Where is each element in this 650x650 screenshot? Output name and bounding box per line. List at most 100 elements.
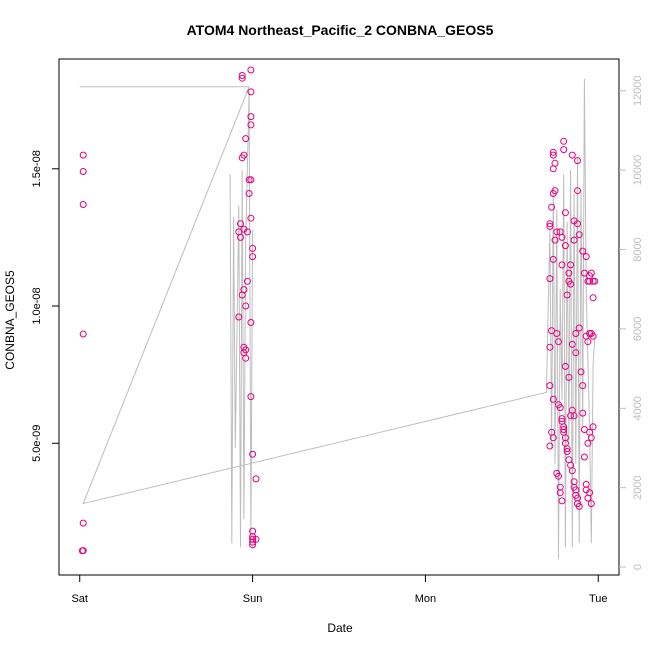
- data-point: [587, 500, 595, 508]
- data-point: [238, 74, 246, 82]
- data-point: [584, 439, 592, 447]
- data-point: [548, 327, 556, 335]
- data-point: [79, 151, 87, 159]
- data-point: [574, 157, 581, 165]
- y2-tick-label: 10000: [632, 155, 644, 186]
- data-point: [553, 228, 561, 236]
- data-point: [580, 453, 588, 461]
- data-point: [252, 535, 260, 543]
- y2-tick-label: 12000: [632, 75, 644, 106]
- data-point: [565, 269, 573, 277]
- plot-frame: [58, 58, 620, 576]
- data-point: [568, 151, 576, 159]
- data-point: [247, 66, 255, 74]
- x-tick-label: Sun: [243, 593, 263, 605]
- data-point: [247, 121, 255, 129]
- data-point: [546, 343, 554, 351]
- data-point: [567, 261, 575, 269]
- x-tick-label: Mon: [415, 593, 436, 605]
- data-point: [238, 72, 246, 79]
- data-point: [568, 340, 576, 348]
- data-point: [548, 203, 556, 211]
- data-point: [549, 434, 557, 442]
- data-point: [586, 277, 594, 285]
- data-point: [556, 489, 564, 497]
- data-point: [558, 497, 566, 505]
- data-point: [579, 409, 587, 417]
- y-tick-label: 1.0e-08: [31, 287, 43, 324]
- data-point: [565, 373, 573, 381]
- data-point: [549, 148, 557, 156]
- data-point: [563, 291, 571, 299]
- data-point: [561, 209, 569, 217]
- data-point: [247, 176, 255, 184]
- data-point: [79, 330, 87, 338]
- data-point: [79, 201, 87, 208]
- data-point: [247, 214, 255, 222]
- data-point: [242, 354, 250, 362]
- data-point: [238, 154, 246, 162]
- data-point: [563, 448, 571, 455]
- y-tick-label: 5.0e-09: [31, 425, 43, 462]
- secondary-series-line: [79, 78, 596, 560]
- data-point: [558, 415, 566, 423]
- data-point: [79, 519, 87, 527]
- data-point: [249, 541, 257, 549]
- data-point: [79, 168, 87, 175]
- data-point: [575, 324, 583, 332]
- data-point: [556, 404, 564, 412]
- data-point: [555, 338, 562, 346]
- data-point: [78, 547, 86, 555]
- data-point: [579, 382, 587, 390]
- data-point: [546, 275, 554, 283]
- data-point: [584, 338, 592, 346]
- y-axis: 5.0e-09 1.0e-08 1.5e-08: [31, 150, 59, 462]
- data-point: [561, 362, 569, 370]
- data-point: [568, 467, 576, 475]
- data-point: [575, 502, 583, 510]
- data-point: [237, 220, 244, 228]
- data-point: [586, 489, 594, 497]
- data-point: [560, 426, 568, 433]
- y2-tick-label: 2000: [632, 475, 644, 499]
- data-point: [587, 434, 595, 442]
- y2-tick-label: 0: [632, 564, 644, 570]
- data-point: [549, 255, 557, 263]
- data-point: [549, 165, 557, 173]
- data-point: [567, 280, 575, 288]
- data-point: [570, 236, 578, 244]
- x-tick-label: Tue: [589, 593, 608, 605]
- data-point: [580, 426, 588, 433]
- data-point: [572, 330, 580, 337]
- data-point: [561, 242, 569, 250]
- data-point: [589, 423, 597, 431]
- data-point: [579, 247, 587, 255]
- data-point: [591, 277, 599, 285]
- data-point: [560, 137, 568, 145]
- data-point: [242, 135, 250, 143]
- data-point: [549, 151, 557, 159]
- data-point: [243, 277, 251, 285]
- data-point: [589, 294, 597, 302]
- y2-axis: 0 2000 4000 6000 8000 10000 12000: [619, 75, 644, 570]
- data-point: [577, 368, 585, 376]
- data-point: [589, 332, 597, 340]
- data-point: [237, 233, 244, 241]
- data-point: [247, 319, 255, 326]
- x-tick-label: Sat: [71, 593, 88, 605]
- data-point: [546, 442, 554, 450]
- data-point: [553, 330, 561, 337]
- data-point: [558, 261, 566, 269]
- data-point: [247, 393, 255, 401]
- y-axis-label: CONBNA_GEOS5: [3, 270, 17, 370]
- data-point: [563, 445, 571, 453]
- data-point: [587, 269, 595, 277]
- data-point: [555, 472, 562, 480]
- line-segment-0: [79, 78, 596, 560]
- data-point: [252, 475, 260, 483]
- data-point: [574, 220, 581, 228]
- y2-tick-label: 6000: [632, 317, 644, 341]
- line-segment-1: [229, 90, 254, 548]
- data-point: [238, 291, 246, 299]
